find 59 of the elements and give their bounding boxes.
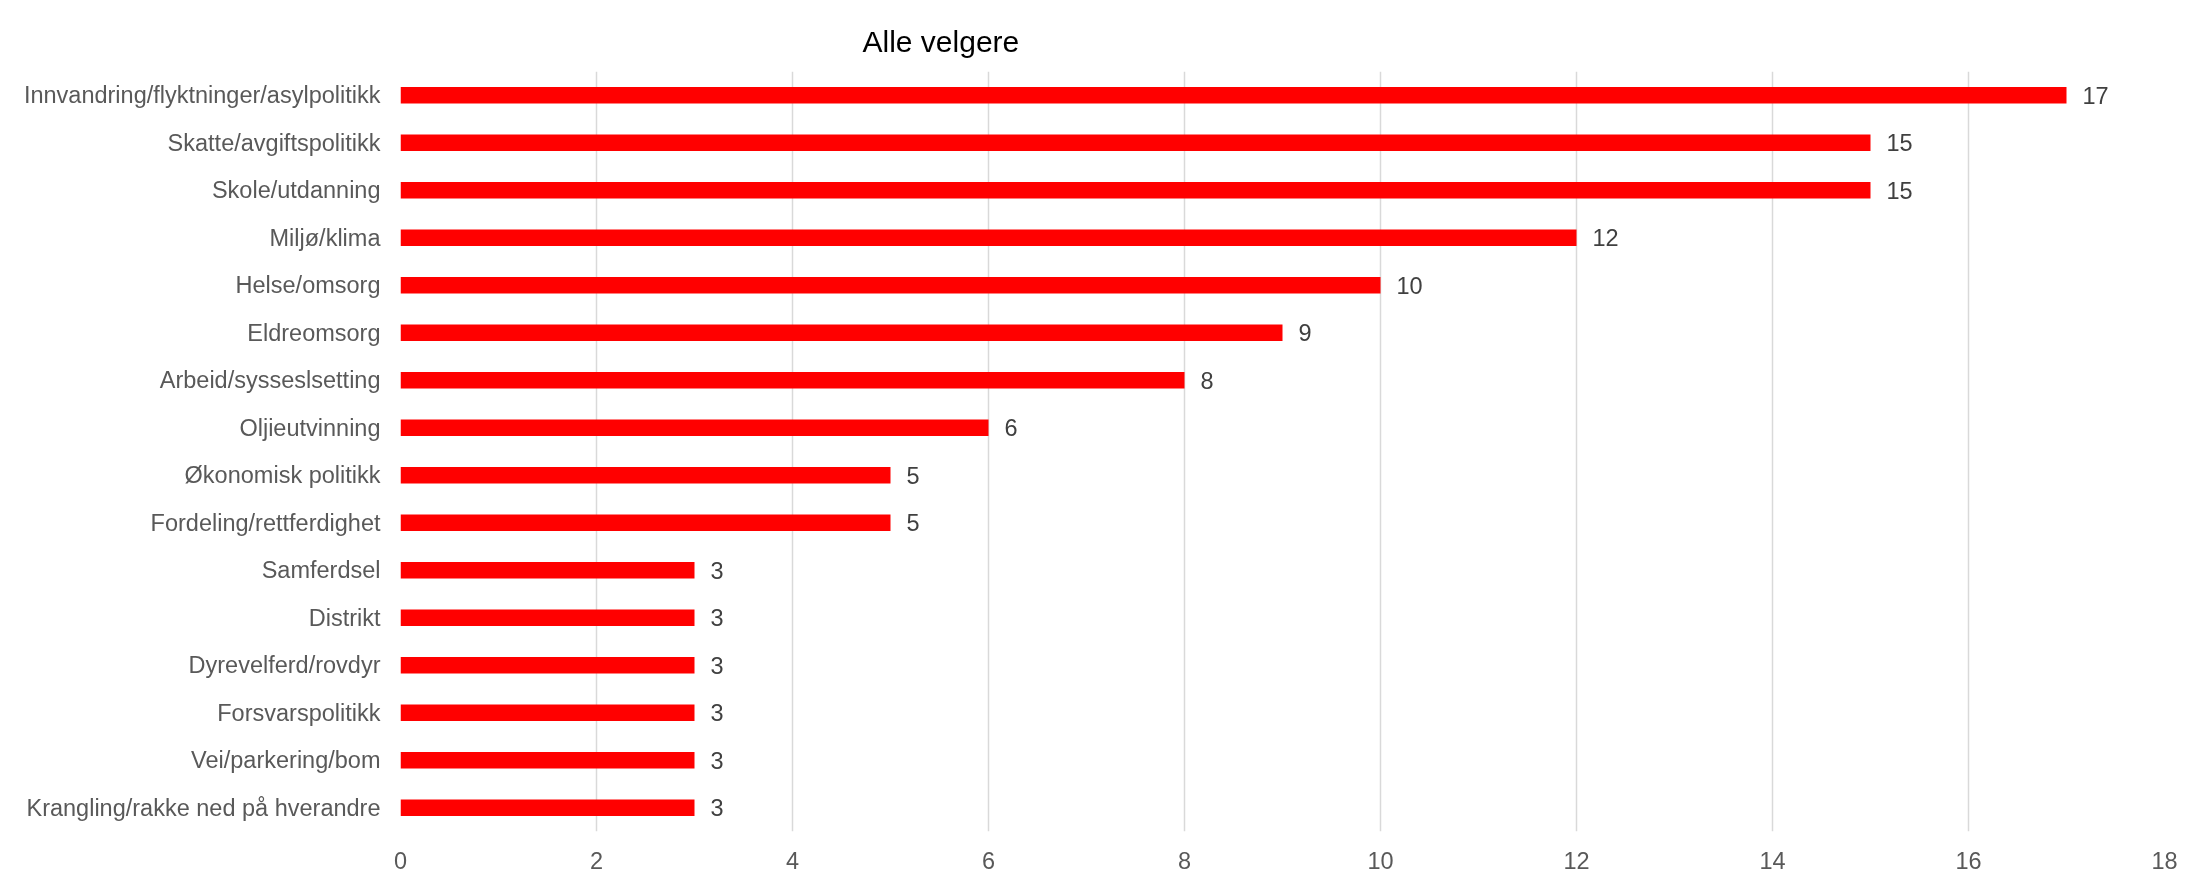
x-tick-label: 16 — [1955, 847, 1982, 871]
y-tick-label: Vei/parkering/bom — [191, 747, 381, 774]
y-tick-label: Samferdsel — [261, 557, 381, 584]
data-label: 5 — [906, 510, 920, 537]
y-tick-label: Eldreomsorg — [247, 319, 381, 346]
y-tick-label: Oljieutvinning — [239, 414, 381, 441]
bar — [400, 181, 1871, 199]
x-tick-label: 8 — [1177, 847, 1192, 871]
data-label: 17 — [2082, 82, 2109, 109]
x-tick-label: 0 — [393, 847, 408, 871]
bar — [400, 466, 891, 484]
chart-title: Alle velgere — [862, 24, 1020, 58]
data-label: 9 — [1298, 320, 1312, 347]
bar — [400, 371, 1185, 389]
data-label: 12 — [1592, 225, 1619, 252]
y-tick-label: Dyrevelferd/rovdyr — [188, 652, 381, 679]
y-tick-label: Miljø/klima — [269, 224, 382, 251]
data-label: 3 — [710, 652, 724, 679]
y-tick-label: Skole/utdanning — [211, 177, 381, 204]
x-tick-label: 12 — [1563, 847, 1590, 871]
bar — [400, 324, 1283, 342]
bar — [400, 609, 695, 627]
bar — [400, 419, 989, 437]
y-tick-label: Skatte/avgiftspolitikk — [167, 129, 381, 156]
data-label: 3 — [710, 557, 724, 584]
y-tick-label: Forsvarspolitikk — [217, 699, 381, 726]
x-tick-label: 14 — [1759, 847, 1786, 871]
bar — [400, 229, 1577, 247]
y-tick-label: Økonomisk politikk — [184, 462, 381, 489]
bar — [400, 751, 695, 769]
x-tick-label: 6 — [981, 847, 996, 871]
x-tick-label: 18 — [2151, 847, 2178, 871]
bar — [400, 799, 695, 817]
bar — [400, 86, 2067, 104]
data-label: 3 — [710, 700, 724, 727]
data-label: 3 — [710, 795, 724, 822]
data-label: 6 — [1004, 415, 1018, 442]
data-label: 3 — [710, 747, 724, 774]
y-tick-label: Fordeling/rettferdighet — [150, 509, 381, 536]
bar — [400, 276, 1381, 294]
data-label: 15 — [1886, 130, 1913, 157]
data-label: 8 — [1200, 367, 1214, 394]
data-label: 10 — [1396, 272, 1423, 299]
y-tick-label: Helse/omsorg — [235, 272, 381, 299]
bar — [400, 514, 891, 532]
y-tick-label: Arbeid/sysseslsetting — [159, 367, 381, 394]
bar — [400, 561, 695, 579]
x-tick-label: 2 — [589, 847, 604, 871]
data-label: 5 — [906, 462, 920, 489]
y-tick-label: Distrikt — [308, 604, 381, 631]
bar — [400, 134, 1871, 152]
bar — [400, 656, 695, 674]
x-tick-label: 4 — [785, 847, 800, 871]
data-label: 15 — [1886, 177, 1913, 204]
x-tick-label: 10 — [1367, 847, 1394, 871]
y-tick-label: Innvandring/flyktninger/asylpolitikk — [23, 82, 381, 109]
data-label: 3 — [710, 605, 724, 632]
y-tick-label: Krangling/rakke ned på hverandre — [26, 794, 381, 821]
bar — [400, 704, 695, 722]
